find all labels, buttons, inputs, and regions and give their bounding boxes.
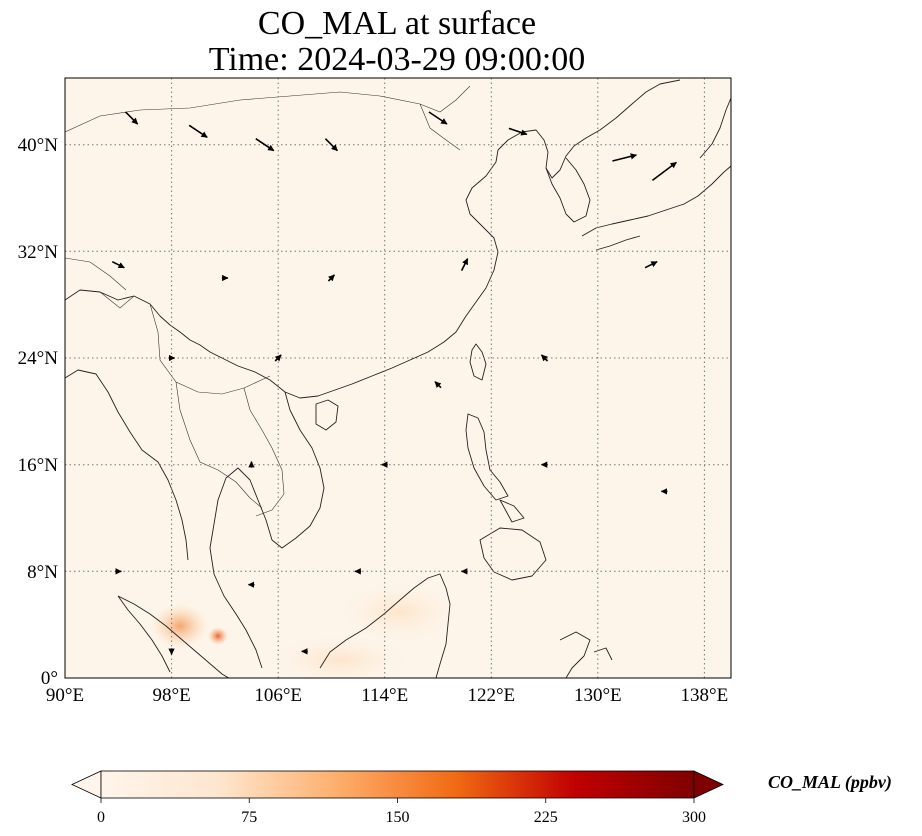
wind-arrow [612,153,638,162]
coastline-indochina [209,391,325,669]
map-panel [65,78,731,678]
wind-arrow [188,124,208,138]
colorbar-tick-0: 0 [97,809,105,826]
y-tick-24n: 24°N [18,348,59,369]
x-tick-130e: 130°E [574,685,622,706]
y-tick-labels: 0° 8°N 16°N 24°N 32°N 40°N [18,135,59,689]
coastline-asia-mainland [65,79,681,399]
map-frame [64,77,732,679]
x-tick-98e: 98°E [152,685,190,706]
coastline-borneo [319,573,451,678]
x-tick-labels: 90°E 98°E 106°E 114°E 122°E 130°E 138°E [46,685,728,706]
colorbar-tick-225: 225 [534,809,558,826]
gridlines [65,78,731,678]
colorbar-gradient [100,770,695,799]
border-lines [65,85,471,517]
coastline-hainan [315,399,339,431]
wind-arrow [274,354,282,362]
co-plume-sumatra [152,604,208,648]
x-tick-138e: 138°E [681,685,729,706]
co-plume-borneo-east [270,635,410,678]
x-tick-114e: 114°E [361,685,408,706]
colorbar-extend-low [71,770,102,799]
colorbar-extend-high [693,770,724,799]
x-tick-106e: 106°E [254,685,302,706]
wind-arrow [460,258,469,272]
title-line-1: CO_MAL at surface [258,5,536,42]
colorbar-tick-300: 300 [682,809,706,826]
wind-arrow [111,260,125,269]
title-line-2: Time: 2024-03-29 09:00:00 [209,41,586,78]
map-background [65,78,731,678]
y-tick-40n: 40°N [18,135,59,156]
y-tick-32n: 32°N [18,242,59,263]
wind-arrow [651,161,677,181]
x-tick-90e: 90°E [46,685,84,706]
coastline-korea [545,157,591,223]
coastline-japan [581,97,731,251]
colorbar-tick-150: 150 [386,809,410,826]
wind-arrow [508,127,528,136]
wind-arrow [428,111,448,125]
coastline-taiwan [469,343,487,381]
x-tick-122e: 122°E [467,685,515,706]
coastline-sumatra [117,595,230,678]
y-tick-16n: 16°N [18,455,59,476]
colorbar: 0 75 150 225 300 CO_MAL (ppbv) [71,770,892,826]
coastline-myanmar [65,369,189,561]
coastline-luzon [465,413,509,501]
wind-arrow [644,260,658,269]
colorbar-tick-75: 75 [241,809,257,826]
wind-vectors [111,111,677,655]
wind-arrow [434,381,442,389]
y-tick-0: 0° [41,668,58,689]
co-plume-borneo-west [340,582,460,642]
coastline-mindanao [479,499,547,581]
wind-arrow [125,111,139,125]
wind-arrow [255,138,275,152]
co-plume-malaya [208,627,228,645]
wind-arrow [540,354,549,362]
wind-arrow [327,274,335,282]
colorbar-label: CO_MAL (ppbv) [768,772,892,793]
y-tick-8n: 8°N [27,562,58,583]
wind-arrow [324,138,338,152]
